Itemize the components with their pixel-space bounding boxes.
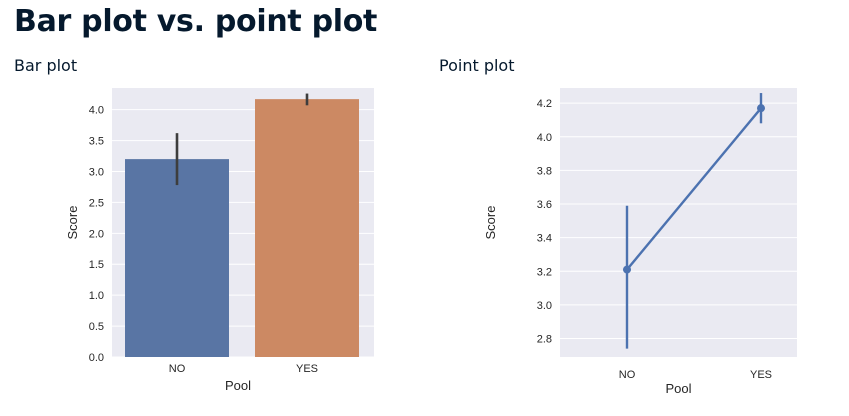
bar-ytick-label: 4.0 xyxy=(89,105,104,117)
bar-ytick-label: 1.0 xyxy=(89,290,104,302)
point-x-axis-label: Pool xyxy=(665,381,691,396)
bar-ytick-label: 0.0 xyxy=(89,352,104,364)
page-title: Bar plot vs. point plot xyxy=(14,4,378,39)
point-marker-yes xyxy=(757,104,765,113)
bar-y-axis-label: Score xyxy=(65,206,80,240)
point-plot-heading: Point plot xyxy=(439,56,515,75)
bar-x-axis-label: Pool xyxy=(225,378,251,393)
bar-ytick-label: 3.0 xyxy=(89,166,104,178)
point-plot-background xyxy=(560,88,797,357)
point-xtick-label: YES xyxy=(750,369,772,381)
bar-no xyxy=(125,159,229,357)
point-ytick-label: 3.8 xyxy=(537,165,552,177)
bar-yes xyxy=(255,99,359,357)
bar-xtick-label: YES xyxy=(296,363,318,375)
bar-xtick-label: NO xyxy=(169,363,186,375)
bar-ytick-label: 1.5 xyxy=(89,259,104,271)
point-ytick-label: 4.2 xyxy=(537,98,552,110)
point-ytick-label: 3.6 xyxy=(537,199,552,211)
bar-ytick-label: 2.5 xyxy=(89,197,104,209)
bar-ytick-label: 2.0 xyxy=(89,228,104,240)
point-ytick-label: 3.2 xyxy=(537,266,552,278)
bar-plot-heading: Bar plot xyxy=(14,56,78,75)
point-series-line xyxy=(626,107,762,271)
bar-ytick-label: 3.5 xyxy=(89,136,104,148)
bar-ytick-label: 0.5 xyxy=(89,321,104,333)
point-marker-no xyxy=(623,265,631,274)
point-ytick-label: 3.4 xyxy=(537,233,552,245)
point-xtick-label: NO xyxy=(619,369,636,381)
point-y-axis-label: Score xyxy=(483,206,498,240)
point-ytick-label: 3.0 xyxy=(537,300,552,312)
point-ytick-label: 4.0 xyxy=(537,132,552,144)
point-ytick-label: 2.8 xyxy=(537,334,552,346)
